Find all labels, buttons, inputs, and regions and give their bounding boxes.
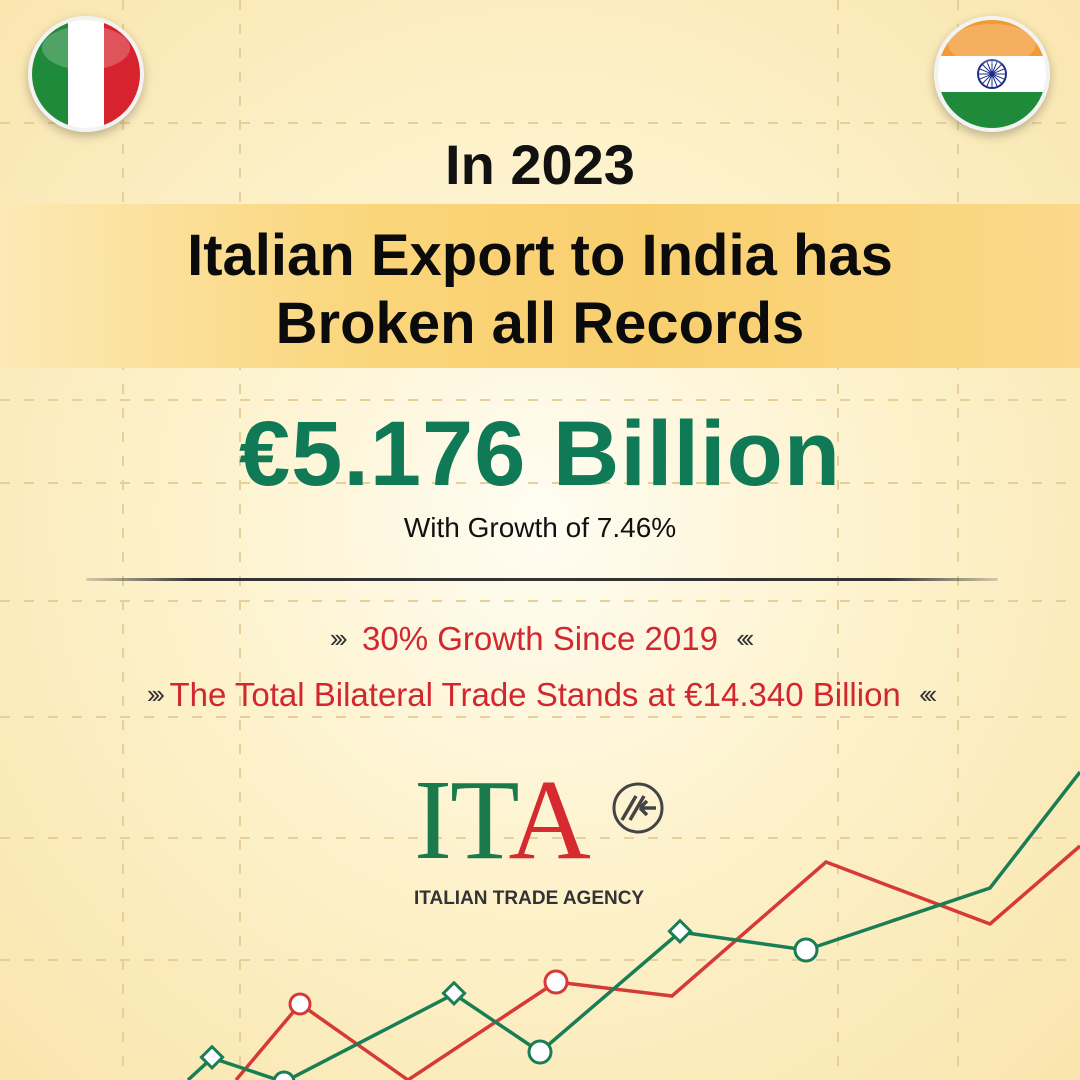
point-text: The Total Bilateral Trade Stands at €14.… bbox=[169, 676, 901, 713]
chevron-left-icon: ‹‹‹ bbox=[736, 623, 754, 653]
headline-line-2: Broken all Records bbox=[275, 291, 805, 356]
agency-name: ITALIAN TRADE AGENCY bbox=[414, 888, 645, 909]
point-text: 30% Growth Since 2019 bbox=[362, 620, 718, 657]
green-marker bbox=[441, 980, 467, 1007]
red-marker bbox=[288, 992, 312, 1016]
point-bilateral-trade: ››› The Total Bilateral Trade Stands at … bbox=[0, 676, 1080, 714]
point-growth-since-2019: ››› 30% Growth Since 2019 ‹‹‹ bbox=[0, 620, 1080, 658]
headline: Italian Export to India has Broken all R… bbox=[0, 222, 1080, 358]
chevron-right-icon: ››› bbox=[329, 623, 348, 653]
chevron-right-icon: ››› bbox=[146, 679, 165, 709]
green-marker bbox=[667, 918, 693, 945]
headline-banner bbox=[0, 204, 1080, 368]
green-marker bbox=[272, 1070, 296, 1080]
chevron-left-icon: ‹‹‹ bbox=[919, 679, 937, 709]
green-marker bbox=[793, 937, 819, 963]
export-amount: €5.176 Billion bbox=[238, 403, 842, 505]
growth-rate: With Growth of 7.46% bbox=[403, 512, 677, 543]
ita-arrow-mark-icon bbox=[612, 782, 664, 834]
red-marker bbox=[543, 969, 569, 995]
green-marker bbox=[199, 1044, 225, 1071]
headline-line-1: Italian Export to India has bbox=[187, 223, 893, 288]
red-trend-line bbox=[234, 844, 1080, 1080]
divider bbox=[86, 578, 998, 581]
green-marker bbox=[527, 1039, 553, 1065]
logo-wordmark: ITA bbox=[414, 756, 591, 883]
year-heading: In 2023 bbox=[445, 133, 635, 196]
